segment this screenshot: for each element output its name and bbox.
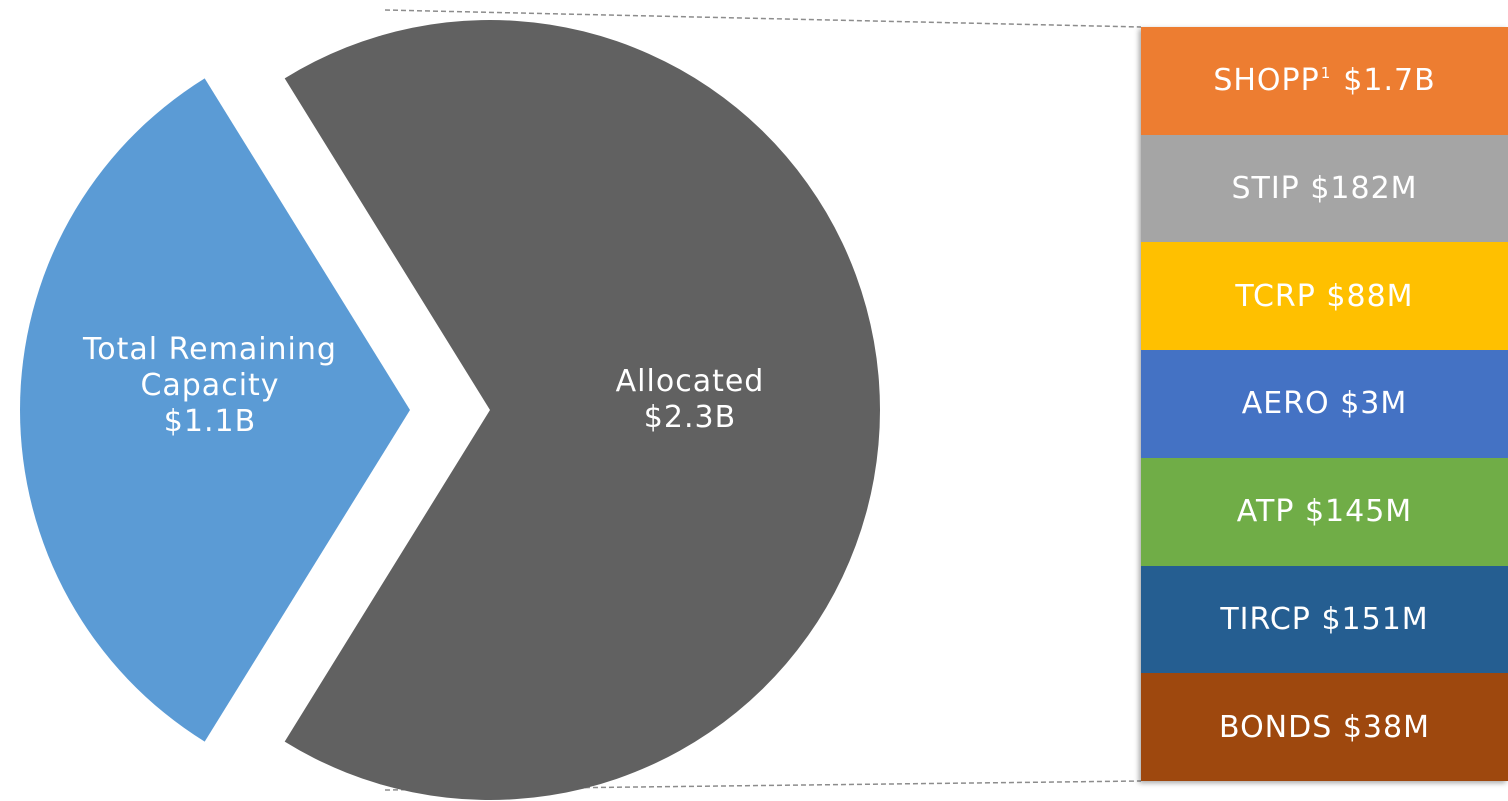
segment-tircp: TIRCP $151M (1141, 565, 1508, 674)
segment-shopp: SHOPP 1 $1.7B (1141, 27, 1508, 135)
pie-slice-allocated (284, 20, 881, 801)
remaining-capacity-label: Total Remaining Capacity $1.1B (30, 332, 390, 440)
segment-aero: AERO $3M (1141, 350, 1508, 458)
allocated-label-line-1: Allocated (615, 364, 765, 399)
segment-bonds-name: BONDS (1219, 709, 1333, 745)
segment-tcrp: TCRP $88M (1141, 242, 1508, 351)
segment-atp: ATP $145M (1141, 457, 1508, 566)
segment-aero-name: AERO (1241, 386, 1330, 422)
segment-tircp-value: $151M (1321, 601, 1429, 637)
allocated-breakdown-stack: SHOPP 1 $1.7B STIP $182M TCRP $88M AERO $3… (1141, 27, 1508, 781)
connector-line-bottom (384, 780, 1142, 791)
segment-shopp-name: SHOPP (1213, 63, 1320, 99)
connector-line-top (384, 9, 1142, 28)
segment-bonds-value: $38M (1342, 709, 1430, 745)
segment-atp-name: ATP (1236, 494, 1295, 530)
segment-shopp-footnote: 1 (1320, 63, 1332, 82)
segment-tcrp-name: TCRP (1235, 278, 1316, 314)
allocated-label-line-2: $2.3B (643, 400, 737, 435)
segment-stip-name: STIP (1231, 171, 1300, 207)
segment-stip-value: $182M (1310, 171, 1418, 207)
segment-tcrp-value: $88M (1326, 278, 1414, 314)
remaining-label-line-2: Capacity (140, 368, 280, 403)
allocated-label: Allocated $2.3B (550, 364, 830, 436)
segment-tircp-name: TIRCP (1220, 601, 1311, 637)
remaining-label-line-3: $1.1B (163, 404, 257, 439)
segment-stip: STIP $182M (1141, 134, 1508, 243)
segment-bonds: BONDS $38M (1141, 673, 1508, 781)
pie-slice-remaining-capacity (20, 78, 410, 742)
segment-aero-value: $3M (1340, 386, 1408, 422)
remaining-label-line-1: Total Remaining (83, 332, 337, 367)
segment-atp-value: $145M (1304, 494, 1413, 530)
segment-shopp-value: $1.7B (1343, 63, 1436, 99)
